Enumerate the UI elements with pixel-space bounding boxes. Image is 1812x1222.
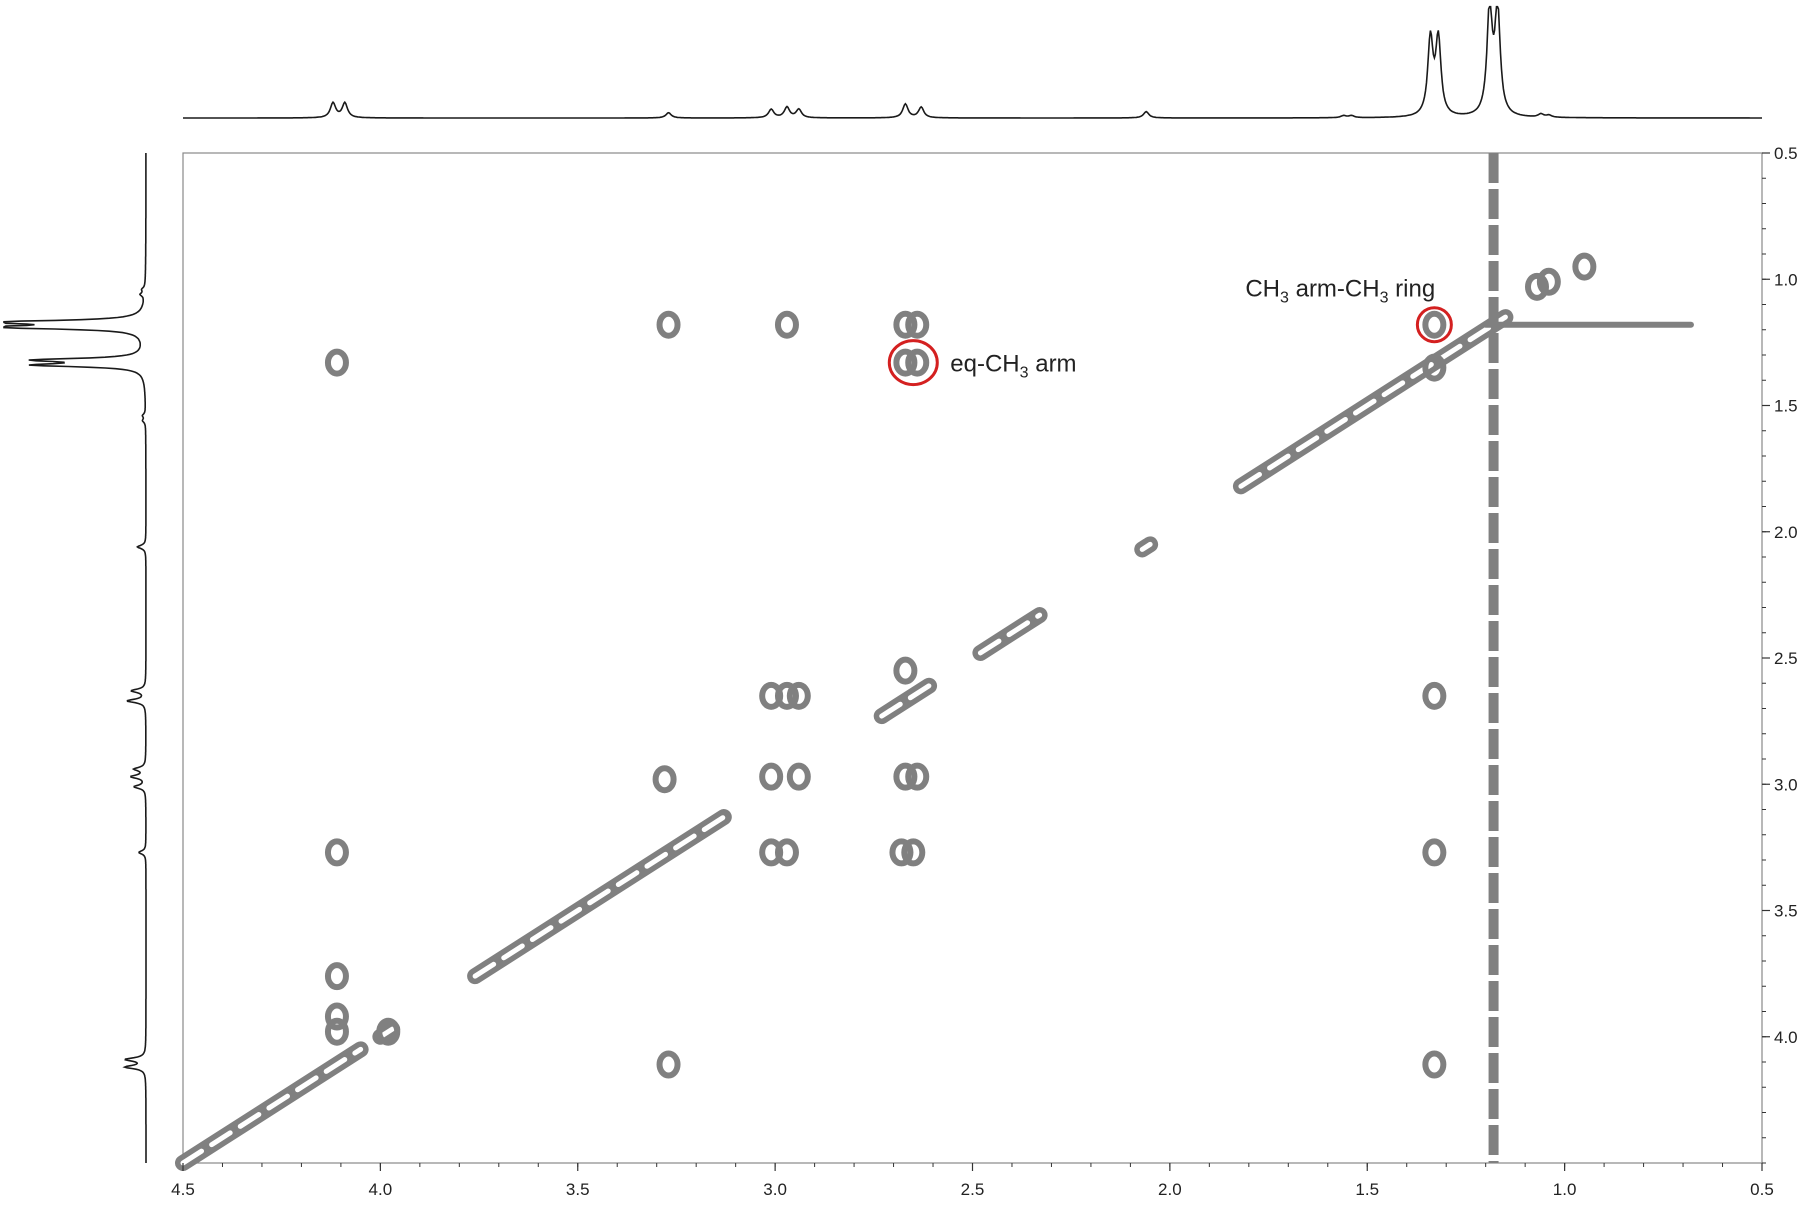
cross-peak bbox=[893, 762, 918, 791]
cross-peak bbox=[1422, 310, 1447, 339]
x-tick-label: 1.5 bbox=[1355, 1180, 1379, 1199]
cross-peak bbox=[786, 681, 811, 710]
x-tick-label: 4.0 bbox=[369, 1180, 393, 1199]
top-projection-spectrum bbox=[183, 5, 1762, 119]
x-tick-label: 4.5 bbox=[171, 1180, 195, 1199]
y-tick-label: 1.5 bbox=[1774, 397, 1798, 416]
cross-peak bbox=[901, 838, 926, 867]
x-tick-label: 2.5 bbox=[961, 1180, 985, 1199]
diagonal-peak-inner bbox=[1139, 541, 1153, 552]
left-projection-trace bbox=[3, 153, 147, 1163]
left-projection-spectrum bbox=[3, 153, 147, 1163]
x-axis: 4.5 4.0 3.5 3.0 2.5 2.0 1.5 1.0 0.5 bbox=[171, 1163, 1774, 1199]
cross-peak bbox=[1572, 252, 1597, 281]
y-tick-label: 0.5 bbox=[1774, 144, 1798, 163]
annotation-ch3-arm-ch3-ring: CH3 arm-CH3 ring bbox=[1245, 276, 1435, 307]
cross-peak bbox=[893, 310, 918, 339]
plot-frame bbox=[182, 152, 1763, 1164]
y-tick-label: 3.5 bbox=[1774, 902, 1798, 921]
cross-peak bbox=[324, 1017, 349, 1046]
y-tick-label: 4.0 bbox=[1774, 1028, 1798, 1047]
cross-peak bbox=[905, 762, 930, 791]
cross-peak bbox=[774, 681, 799, 710]
y-tick-label: 3.0 bbox=[1774, 775, 1798, 794]
cross-peak bbox=[324, 348, 349, 377]
annotation-eq-ch3-arm: eq-CH3 arm bbox=[950, 351, 1076, 382]
x-tick-label: 1.0 bbox=[1553, 1180, 1577, 1199]
cross-peak bbox=[905, 348, 930, 377]
cross-peak bbox=[774, 310, 799, 339]
cross-peak bbox=[324, 962, 349, 991]
cross-peak bbox=[324, 838, 349, 867]
diagonal-peak-inner bbox=[180, 1046, 364, 1166]
x-tick-label: 3.0 bbox=[763, 1180, 787, 1199]
diagonal-peak-inner bbox=[879, 683, 932, 719]
annotation-circle-eq-ch3 bbox=[887, 339, 939, 387]
cross-peak bbox=[1422, 838, 1447, 867]
annotations: eq-CH3 arm CH3 arm-CH3 ring bbox=[887, 276, 1453, 387]
cross-peak bbox=[656, 1050, 681, 1079]
cross-peak bbox=[905, 310, 930, 339]
y-tick-label: 2.0 bbox=[1774, 523, 1798, 542]
y-tick-label: 2.5 bbox=[1774, 649, 1798, 668]
cross-peak bbox=[759, 762, 784, 791]
y-tick-label: 1.0 bbox=[1774, 270, 1798, 289]
top-projection-trace bbox=[183, 5, 1762, 119]
cross-peak bbox=[893, 348, 918, 377]
cross-peak bbox=[324, 1002, 349, 1031]
cross-peak bbox=[786, 762, 811, 791]
diagonal-peak-inner bbox=[977, 612, 1043, 656]
cross-peak bbox=[1524, 272, 1549, 301]
cross-peak bbox=[656, 310, 681, 339]
cross-peak bbox=[1422, 1050, 1447, 1079]
x-tick-label: 2.0 bbox=[1158, 1180, 1182, 1199]
cross-peak bbox=[889, 838, 914, 867]
cross-peak bbox=[376, 1017, 401, 1046]
cross-peak bbox=[893, 656, 918, 685]
diagonal-peak-inner bbox=[1238, 314, 1508, 489]
y-axis: 0.5 1.0 1.5 2.0 2.5 3.0 3.5 4.0 bbox=[1762, 144, 1798, 1164]
cross-peak bbox=[652, 765, 677, 794]
x-tick-label: 3.5 bbox=[566, 1180, 590, 1199]
cross-peak bbox=[774, 838, 799, 867]
x-tick-label: 0.5 bbox=[1750, 1180, 1774, 1199]
cross-peak bbox=[1536, 267, 1561, 296]
annotation-circle-ch3-ring bbox=[1415, 306, 1453, 344]
cross-peak bbox=[1422, 353, 1447, 382]
contour-peaks bbox=[175, 153, 1694, 1171]
diagonal-peak-inner bbox=[472, 814, 727, 979]
cross-peak bbox=[1422, 681, 1447, 710]
